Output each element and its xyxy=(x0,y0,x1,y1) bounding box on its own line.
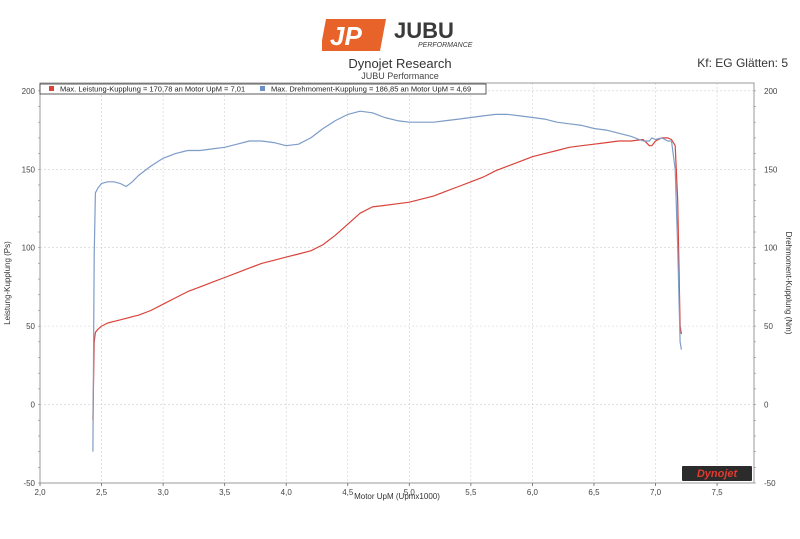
y-axis-left-label: Leistung-Kupplung (Ps) xyxy=(3,241,12,325)
legend: Max. Leistung-Kupplung = 170,78 an Motor… xyxy=(39,83,487,95)
dynojet-watermark: Dynojet xyxy=(682,466,752,481)
legend-torque-swatch xyxy=(260,86,265,91)
x-tick-label: 2,0 xyxy=(34,488,46,497)
y-tick-label-left: 100 xyxy=(22,244,36,253)
chart-title: Dynojet Research xyxy=(348,56,452,71)
x-tick-label: 4,0 xyxy=(281,488,293,497)
logo-letters: JP xyxy=(330,21,362,51)
x-tick-label: 7,5 xyxy=(712,488,724,497)
x-axis-label: Motor UpM (Upmx1000) xyxy=(354,492,440,501)
legend-power-label: Max. Leistung-Kupplung = 170,78 an Motor… xyxy=(60,85,245,94)
x-tick-label: 3,0 xyxy=(158,488,170,497)
plot-frame xyxy=(39,82,755,484)
x-tick-label: 5,5 xyxy=(465,488,477,497)
jubu-performance-logo: JP JUBU PERFORMANCE xyxy=(322,18,473,51)
x-tick-label: 5,0 xyxy=(404,488,416,497)
logo-tagline: PERFORMANCE xyxy=(418,42,473,49)
y-tick-label-right: 150 xyxy=(764,165,778,174)
logo-badge xyxy=(322,19,386,51)
smoothing-label: Kf: EG Glätten: 5 xyxy=(697,56,788,70)
x-tick-label: 6,0 xyxy=(527,488,539,497)
y-tick-label-right: 100 xyxy=(764,244,778,253)
y-tick-label-right: 200 xyxy=(764,87,778,96)
x-tick-label: 3,5 xyxy=(219,488,231,497)
y-axis-right-label: Drehmoment-Kupplung (Nm) xyxy=(784,232,793,335)
y-tick-label-left: 150 xyxy=(22,165,36,174)
logo-name: JUBU xyxy=(394,18,454,43)
power-series-line xyxy=(92,137,682,421)
y-tick-label-left: 200 xyxy=(22,87,36,96)
legend-power-swatch xyxy=(49,86,54,91)
y-tick-label-right: -50 xyxy=(764,479,776,488)
x-tick-label: 7,0 xyxy=(650,488,662,497)
y-tick-label-right: 50 xyxy=(764,322,773,331)
y-tick-label-left: -50 xyxy=(23,479,35,488)
chart-subtitle: JUBU Performance xyxy=(361,71,439,81)
x-tick-label: 4,5 xyxy=(342,488,354,497)
watermark-text: Dynojet xyxy=(697,468,739,480)
torque-series-line xyxy=(92,110,682,452)
y-tick-label-left: 0 xyxy=(31,401,36,410)
x-tick-label: 6,5 xyxy=(588,488,600,497)
legend-torque-label: Max. Drehmoment-Kupplung = 186,85 an Mot… xyxy=(271,85,471,94)
y-tick-label-right: 0 xyxy=(764,401,769,410)
x-tick-label: 2,5 xyxy=(96,488,108,497)
y-tick-label-left: 50 xyxy=(26,322,35,331)
